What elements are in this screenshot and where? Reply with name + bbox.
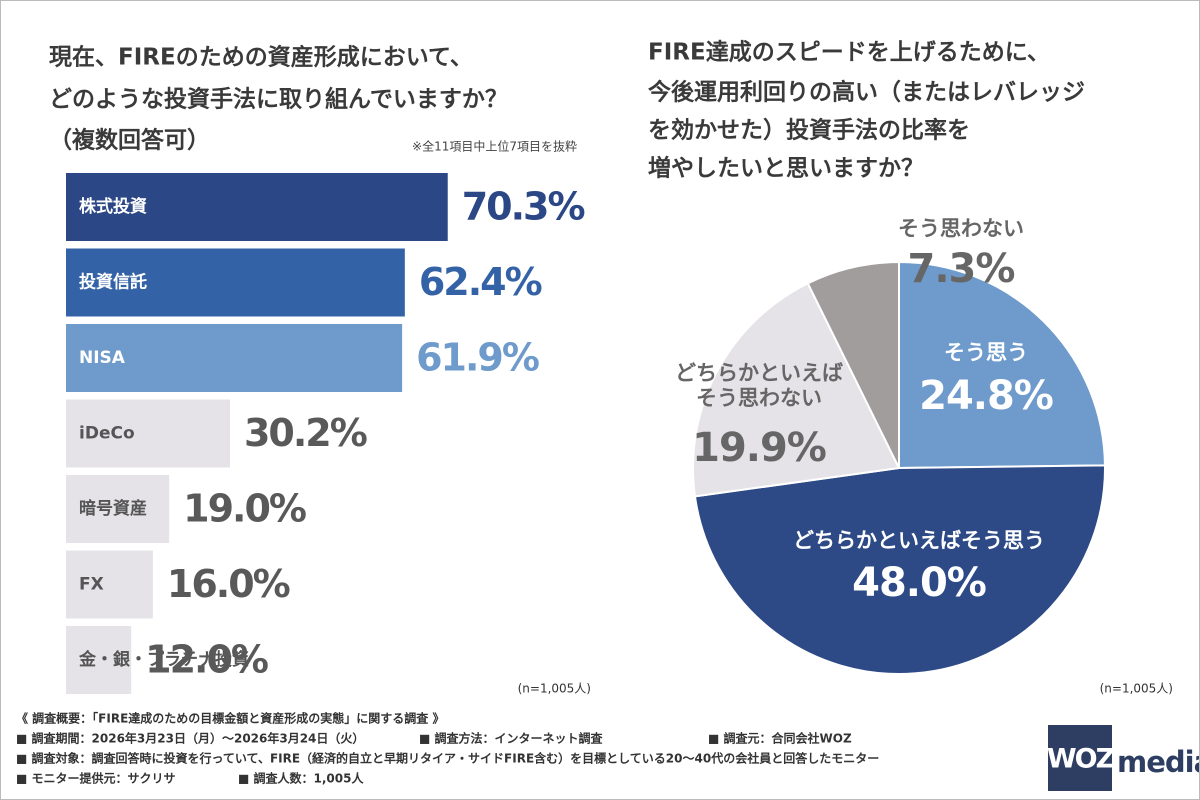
category-label: iDeCo [79,424,135,444]
footer-text: ■ 調査方法：インターネット調査 [419,731,604,746]
slice-value: 24.8% [919,373,1054,419]
bar [66,475,170,543]
pie-slice [692,281,901,498]
logo-text: WOZ [1047,744,1115,775]
bar [66,399,230,468]
value-label: 70.3% [462,185,585,229]
footer-text: 《 調査概要：「FIRE達成のための目標金額と資産形成の実態」に関する調査 》 [16,711,444,726]
chart-title: 現在、FIREのための資産形成において、 [49,44,473,71]
chart-title: 増やしたいと思いますか？ [648,155,924,182]
bar [66,173,448,241]
category-label: FX [79,575,104,595]
sample-size: (n=1,005人) [518,682,591,696]
value-label: 12.0% [145,638,268,682]
slice-label: そう思わない [898,216,1024,241]
chart-title: 今後運用利回りの高い（またはレバレッジ [648,79,1085,106]
footer-text: ■ 調査対象：調査回答時に投資を行っていて、FIRE（経済的自立と早期リタイア・… [16,751,879,766]
value-label: 30.2% [244,411,367,455]
bar [66,324,403,392]
chart-title: どのような投資手法に取り組んでいますか？ [49,86,508,113]
category-label: 株式投資 [79,196,147,217]
bar [66,248,405,317]
value-label: 19.0% [183,487,306,531]
slice-value: 19.9% [692,425,827,471]
pie-slice [898,260,1106,470]
slice-label: どちらかといえばそう思う [793,528,1045,553]
footer-text: ■ モニター提供元：サクリサ [16,771,176,786]
footer-text: ■ 調査人数：1,005人 [238,771,364,786]
value-label: 61.9% [416,336,539,380]
value-label: 16.0% [167,562,290,606]
chart-title: FIRE達成のスピードを上げるために、 [648,39,1050,66]
category-label: 暗号資産 [79,498,147,519]
note: ※全11項目中上位7項目を抜粋 [412,139,577,154]
slice-label: そう思う [944,340,1028,365]
slice-value: 48.0% [852,560,987,606]
footer-text: ■ 調査期間：2026年3月23日（月）〜2026年3月24日（火） [16,731,364,746]
slice-value: 7.3% [907,246,1016,292]
bar [66,550,153,619]
category-label: 金・銀・プラチナ投資 [78,649,249,670]
pie-slice [806,260,900,469]
value-label: 62.4% [419,260,542,304]
sample-size: (n=1,005人) [1100,682,1173,696]
chart-title: を効かせた）投資手法の比率を [648,117,970,144]
footer-text: ■ 調査元：合同会社WOZ [708,731,852,746]
slice-label: どちらかといえば そう思わない [675,361,843,410]
chart-title: （複数回答可） [49,127,210,154]
logo-text: media [1117,745,1199,779]
logo-box [1048,725,1112,791]
pie-slice [693,464,1106,675]
category-label: NISA [79,348,126,368]
category-label: 投資信託 [79,272,147,293]
bar [66,626,132,694]
